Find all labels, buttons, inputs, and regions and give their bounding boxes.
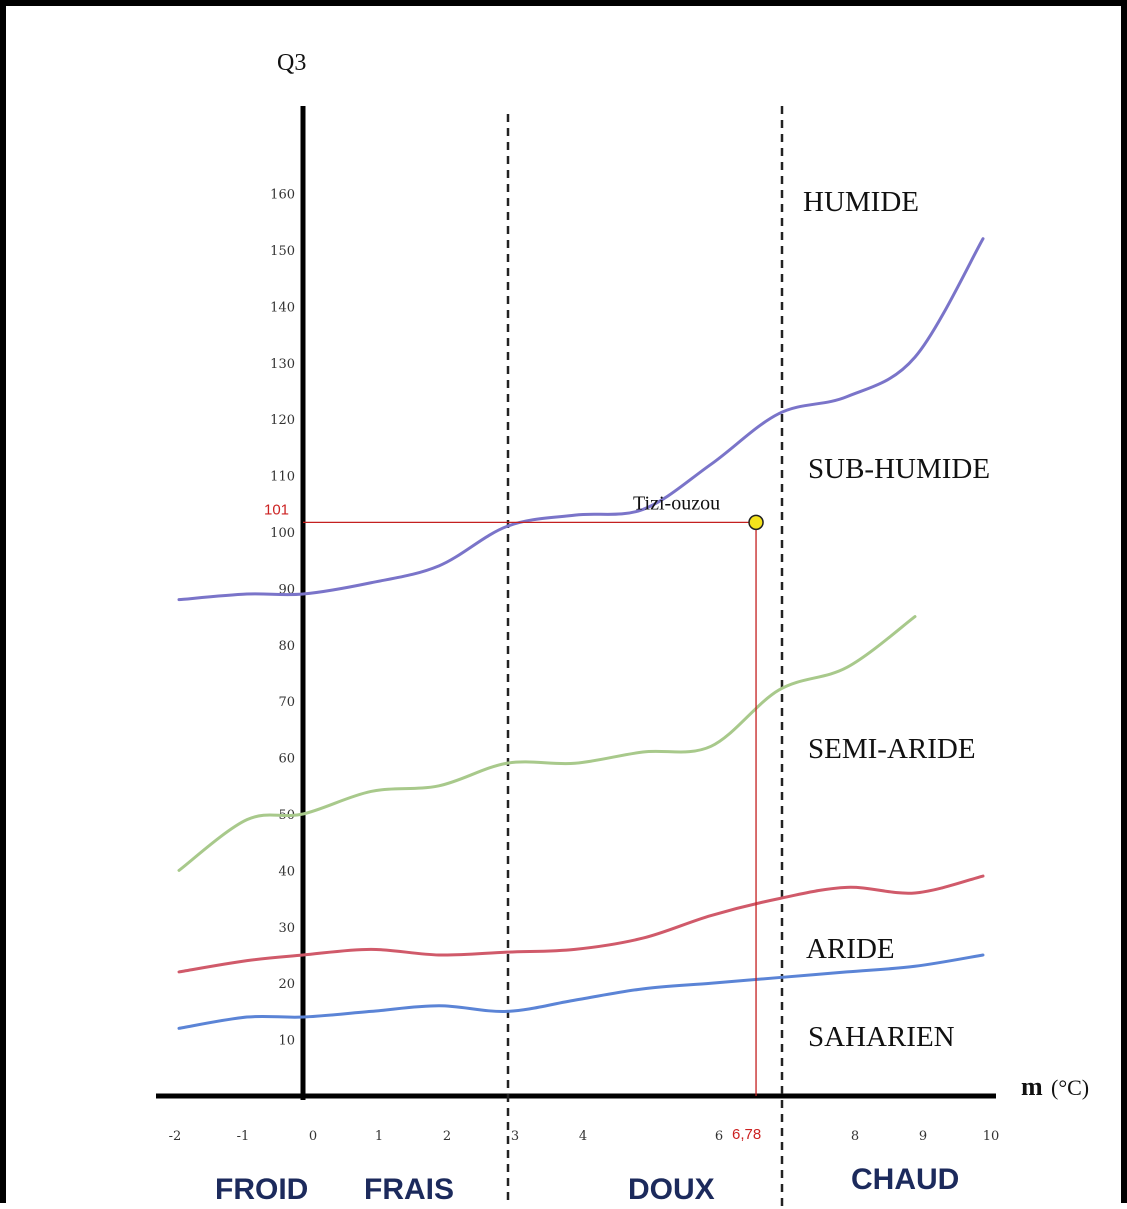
y-tick-label: 20 xyxy=(278,977,295,992)
x-tick-label: 3 xyxy=(511,1129,519,1144)
y-tick-label: 10 xyxy=(278,1034,295,1049)
y-tick-label: 120 xyxy=(270,413,295,428)
region-label-chaud: CHAUD xyxy=(851,1163,959,1196)
region-boundaries xyxy=(506,106,784,1206)
zone-label-humide: HUMIDE xyxy=(803,186,919,218)
y-tick-label: 130 xyxy=(270,357,295,372)
y-tick-label: 60 xyxy=(278,752,295,767)
x-tick-label: -2 xyxy=(169,1129,182,1144)
x-tick-label: 8 xyxy=(851,1129,859,1144)
x-tick-labels: -2 -1 0 1 2 3 4 6 8 9 10 xyxy=(169,1129,1000,1144)
y-tick-label: 160 xyxy=(270,188,295,203)
x-tick-label: 1 xyxy=(375,1129,383,1144)
y-tick-label: 40 xyxy=(278,864,295,879)
point-y-label: 101 xyxy=(264,501,289,518)
curves xyxy=(177,237,985,1030)
x-tick-label: -1 xyxy=(237,1129,250,1144)
region-label-froid: FROID xyxy=(215,1173,308,1206)
zone-label-semi-aride: SEMI-ARIDE xyxy=(808,733,976,765)
y-tick-label: 100 xyxy=(270,526,295,541)
y-tick-label: 70 xyxy=(278,695,295,710)
x-axis-title: m xyxy=(1021,1072,1043,1101)
zone-label-aride: ARIDE xyxy=(806,933,895,965)
x-tick-label: 6 xyxy=(715,1129,723,1144)
climagram-chart: Q3 m (°C) 102030405060708090100110120130… xyxy=(156,50,1089,1206)
y-tick-label: 110 xyxy=(270,470,295,485)
x-tick-label: 2 xyxy=(443,1129,451,1144)
y-tick-label: 30 xyxy=(278,921,295,936)
region-label-doux: DOUX xyxy=(628,1173,715,1206)
x-axis-unit: (°C) xyxy=(1051,1075,1089,1100)
point-x-label: 6,78 xyxy=(732,1126,761,1143)
point-label: Tizi-ouzou xyxy=(633,492,720,514)
series-line-3 xyxy=(177,874,985,974)
series-line-2 xyxy=(177,615,917,872)
y-tick-label: 140 xyxy=(270,300,295,315)
series-line-1 xyxy=(177,237,985,602)
x-tick-label: 9 xyxy=(919,1129,927,1144)
y-axis-title: Q3 xyxy=(277,50,306,76)
x-tick-label: 4 xyxy=(579,1129,587,1144)
x-tick-label: 0 xyxy=(309,1129,317,1144)
tizi-ouzou-point xyxy=(748,514,764,531)
x-tick-label: 10 xyxy=(983,1129,1000,1144)
y-tick-label: 80 xyxy=(278,639,295,654)
y-tick-label: 150 xyxy=(270,244,295,259)
zone-label-sub-humide: SUB-HUMIDE xyxy=(808,453,990,485)
region-label-frais: FRAIS xyxy=(364,1173,454,1206)
zone-label-saharien: SAHARIEN xyxy=(808,1021,955,1053)
series-line-4 xyxy=(177,953,985,1030)
